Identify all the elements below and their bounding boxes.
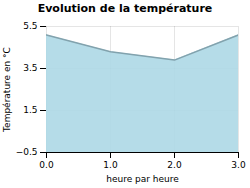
svg-text:1.5: 1.5	[23, 105, 37, 115]
svg-text:2.0: 2.0	[167, 160, 182, 170]
svg-text:−0.5: −0.5	[16, 147, 38, 157]
svg-text:5.5: 5.5	[23, 21, 37, 31]
html-text:Evolution de la température: Evolution de la température	[37, 2, 213, 15]
svg-text:Température en °C: Température en °C	[2, 47, 12, 133]
svg-text:3.0: 3.0	[231, 160, 246, 170]
svg-text:0.0: 0.0	[39, 160, 54, 170]
svg-text:3.5: 3.5	[23, 63, 37, 73]
svg-text:heure par heure: heure par heure	[106, 174, 179, 184]
svg-text:1.0: 1.0	[103, 160, 118, 170]
